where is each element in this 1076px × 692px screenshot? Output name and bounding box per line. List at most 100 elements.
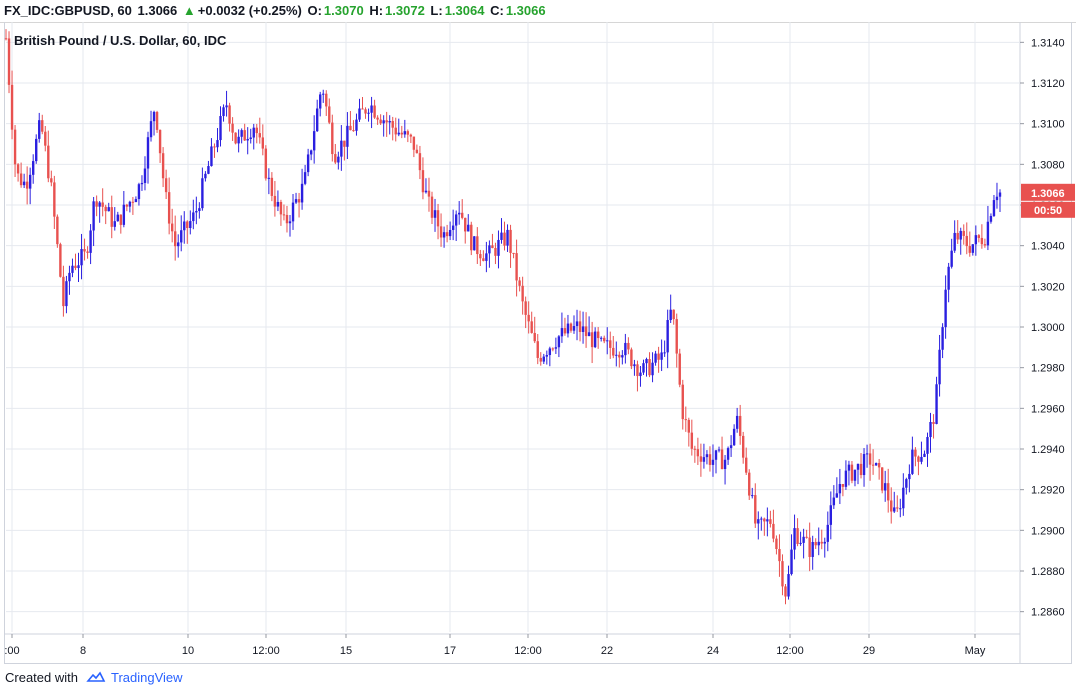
candle-body (44, 131, 47, 146)
candle-body (189, 221, 192, 229)
candle-body (47, 145, 50, 179)
candle-body (309, 150, 313, 155)
candle-body (657, 353, 660, 360)
candle-body (231, 123, 234, 133)
candle-body (672, 309, 675, 320)
candle-body (288, 221, 292, 224)
candle-body (980, 237, 984, 245)
candle-body (515, 253, 518, 281)
candle-body (195, 211, 198, 213)
candle-body (998, 192, 1002, 197)
candle-body (696, 449, 700, 457)
candle-body (959, 230, 962, 240)
candle-body (587, 332, 591, 337)
candle-body (935, 384, 938, 424)
time-axis[interactable]: :00 8 10 12:00 15 17 12:00 22 24 12:00 29 May (4, 634, 986, 657)
price-chart[interactable]: 1.31401.31201.31001.30801.30601.30401.30… (0, 0, 1076, 668)
candle-body (131, 201, 135, 203)
candle-body (210, 146, 213, 167)
last-price-badge: 1.3066 00:50 (1021, 183, 1075, 218)
candle-body (476, 236, 479, 255)
candle-body (457, 212, 461, 215)
candle-body (170, 223, 174, 232)
candle-body (376, 117, 379, 120)
last-price-label: 1.3066 (1031, 188, 1065, 200)
candle-body (699, 456, 703, 462)
candle-body (137, 184, 141, 200)
candle-body (219, 116, 222, 141)
x-tick-label: 15 (340, 645, 352, 657)
candle-body (871, 464, 875, 466)
candle-body (527, 314, 530, 322)
candle-body (651, 362, 654, 376)
candle-body (847, 464, 851, 471)
candle-body (799, 542, 802, 544)
candle-body (379, 119, 382, 124)
candle-body (337, 156, 340, 163)
candle-body (729, 445, 733, 449)
candle-body (735, 415, 739, 429)
candle-body (394, 127, 397, 135)
candle-body (548, 348, 552, 356)
candle-body (74, 265, 77, 269)
candle-body (397, 132, 400, 135)
low-label: L: (430, 3, 443, 18)
candle-body (125, 204, 129, 207)
candle-body (473, 236, 476, 251)
candle-body (838, 484, 842, 494)
candle-body (802, 536, 805, 543)
candle-body (711, 459, 715, 465)
candle-body (261, 137, 265, 149)
candle-body (59, 244, 62, 277)
candle-body (439, 226, 443, 238)
candle-body (708, 454, 712, 465)
symbol-label: FX_IDC:GBPUSD, 60 (4, 3, 132, 18)
candle-body (932, 422, 935, 424)
candle-body (593, 331, 597, 348)
candle-body (143, 168, 147, 183)
candle-body (823, 541, 826, 544)
price-axis[interactable]: 1.31401.31201.31001.30801.30601.30401.30… (1020, 37, 1065, 619)
candle-body (246, 138, 249, 141)
candle-body (86, 251, 89, 253)
candle-body (382, 120, 385, 124)
candle-body (926, 437, 929, 454)
candle-body (974, 235, 978, 245)
candle-body (451, 225, 455, 230)
low-value: 1.3064 (444, 3, 485, 18)
candle-body (464, 217, 467, 232)
candle-body (687, 419, 691, 433)
footer: Created with TradingView (5, 670, 183, 690)
candle-body (865, 453, 869, 455)
candle-body (726, 448, 730, 460)
countdown-label: 00:50 (1034, 205, 1062, 217)
x-tick-label: 17 (444, 645, 456, 657)
candle-body (95, 201, 98, 207)
candle-body (213, 146, 216, 148)
candle-body (554, 347, 558, 349)
candle-body (207, 166, 210, 174)
candle-body (905, 479, 908, 488)
chart-pane[interactable] (4, 22, 1072, 664)
candle-body (832, 497, 836, 506)
candle-body (781, 561, 784, 587)
candle-body (445, 232, 449, 237)
candle-body (167, 192, 171, 224)
x-tick-label: 22 (601, 645, 613, 657)
tradingview-link[interactable]: TradingView (111, 670, 183, 685)
candle-body (908, 473, 911, 480)
candle-body (624, 342, 627, 356)
candle-body (285, 214, 289, 224)
candle-body (107, 207, 110, 212)
y-tick-label: 1.3120 (1031, 78, 1065, 90)
candle-body (322, 93, 325, 95)
candle-body (140, 182, 144, 185)
candle-body (19, 173, 23, 186)
candle-body (965, 235, 968, 247)
candle-body (896, 507, 899, 509)
candle-body (844, 470, 848, 487)
candle-body (883, 483, 887, 491)
candle-body (977, 235, 981, 238)
candle-body (645, 359, 648, 364)
candle-body (279, 201, 283, 215)
